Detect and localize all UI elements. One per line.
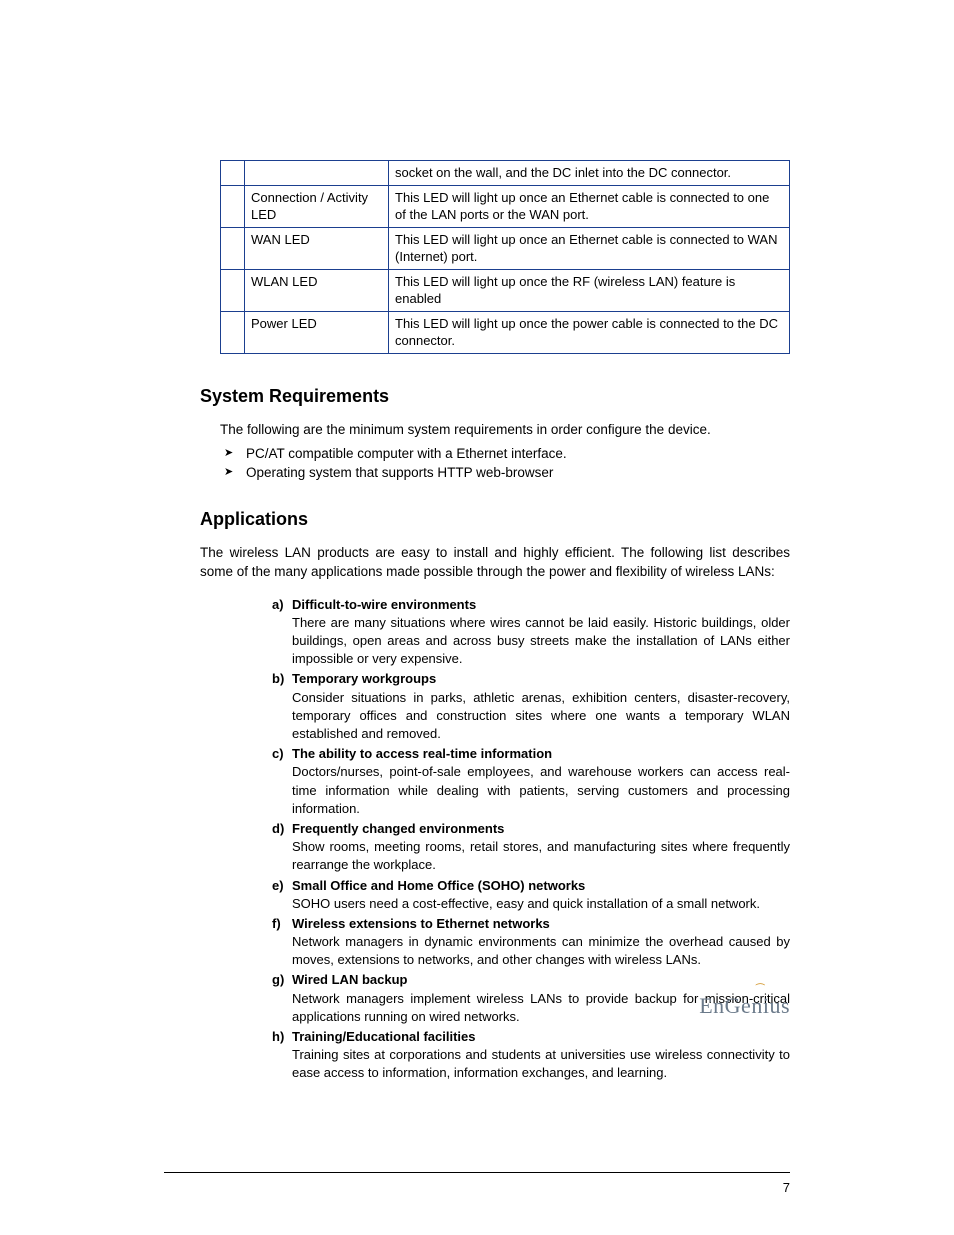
page-number: 7: [783, 1180, 790, 1195]
table-row: Connection / Activity LED This LED will …: [221, 185, 790, 227]
app-letter: b): [272, 670, 292, 688]
app-letter: c): [272, 745, 292, 763]
footer-divider: [164, 1172, 790, 1173]
app-title: The ability to access real-time informat…: [292, 746, 552, 761]
app-title: Small Office and Home Office (SOHO) netw…: [292, 878, 585, 893]
app-item: a)Difficult-to-wire environments There a…: [272, 596, 790, 669]
wifi-icon: ⏜: [755, 984, 765, 995]
app-title: Difficult-to-wire environments: [292, 597, 476, 612]
cell-desc: This LED will light up once an Ethernet …: [389, 185, 790, 227]
heading-system-requirements: System Requirements: [200, 386, 790, 407]
list-item: PC/AT compatible computer with a Etherne…: [246, 444, 790, 464]
list-item: Operating system that supports HTTP web-…: [246, 463, 790, 483]
app-body: Doctors/nurses, point-of-sale employees,…: [272, 763, 790, 818]
app-body: Network managers in dynamic environments…: [272, 933, 790, 969]
app-item: b)Temporary workgroups Consider situatio…: [272, 670, 790, 743]
cell-empty: [221, 227, 245, 269]
cell-desc: This LED will light up once the RF (wire…: [389, 269, 790, 311]
app-title: Frequently changed environments: [292, 821, 504, 836]
app-item: c)The ability to access real-time inform…: [272, 745, 790, 818]
cell-desc: This LED will light up once an Ethernet …: [389, 227, 790, 269]
sysreq-list: PC/AT compatible computer with a Etherne…: [220, 444, 790, 483]
cell-empty: [221, 311, 245, 353]
table-row: Power LED This LED will light up once th…: [221, 311, 790, 353]
table-row: socket on the wall, and the DC inlet int…: [221, 161, 790, 186]
brand-logo: EnGenius ⏜: [699, 993, 790, 1019]
app-item: f)Wireless extensions to Ethernet networ…: [272, 915, 790, 970]
table-row: WAN LED This LED will light up once an E…: [221, 227, 790, 269]
cell-desc: socket on the wall, and the DC inlet int…: [389, 161, 790, 186]
app-body: There are many situations where wires ca…: [272, 614, 790, 669]
app-item: e)Small Office and Home Office (SOHO) ne…: [272, 877, 790, 913]
app-letter: a): [272, 596, 292, 614]
table-row: WLAN LED This LED will light up once the…: [221, 269, 790, 311]
app-letter: g): [272, 971, 292, 989]
app-body: Consider situations in parks, athletic a…: [272, 689, 790, 744]
heading-applications: Applications: [200, 509, 790, 530]
app-title: Wired LAN backup: [292, 972, 407, 987]
cell-label: WAN LED: [245, 227, 389, 269]
app-title: Training/Educational facilities: [292, 1029, 476, 1044]
app-body: Show rooms, meeting rooms, retail stores…: [272, 838, 790, 874]
app-item: d)Frequently changed environments Show r…: [272, 820, 790, 875]
app-letter: d): [272, 820, 292, 838]
app-item: h)Training/Educational facilities Traini…: [272, 1028, 790, 1083]
led-table: socket on the wall, and the DC inlet int…: [220, 160, 790, 354]
cell-label: Power LED: [245, 311, 389, 353]
app-title: Wireless extensions to Ethernet networks: [292, 916, 550, 931]
cell-empty: [221, 269, 245, 311]
cell-label: WLAN LED: [245, 269, 389, 311]
cell-empty: [221, 185, 245, 227]
apps-intro: The wireless LAN products are easy to in…: [200, 544, 790, 582]
cell-desc: This LED will light up once the power ca…: [389, 311, 790, 353]
sysreq-intro: The following are the minimum system req…: [220, 421, 790, 440]
cell-label: [245, 161, 389, 186]
app-body: SOHO users need a cost-effective, easy a…: [272, 895, 790, 913]
cell-label: Connection / Activity LED: [245, 185, 389, 227]
app-letter: e): [272, 877, 292, 895]
logo-text: EnGenius: [699, 993, 790, 1018]
app-title: Temporary workgroups: [292, 671, 436, 686]
app-letter: h): [272, 1028, 292, 1046]
cell-empty: [221, 161, 245, 186]
app-body: Training sites at corporations and stude…: [272, 1046, 790, 1082]
app-letter: f): [272, 915, 292, 933]
